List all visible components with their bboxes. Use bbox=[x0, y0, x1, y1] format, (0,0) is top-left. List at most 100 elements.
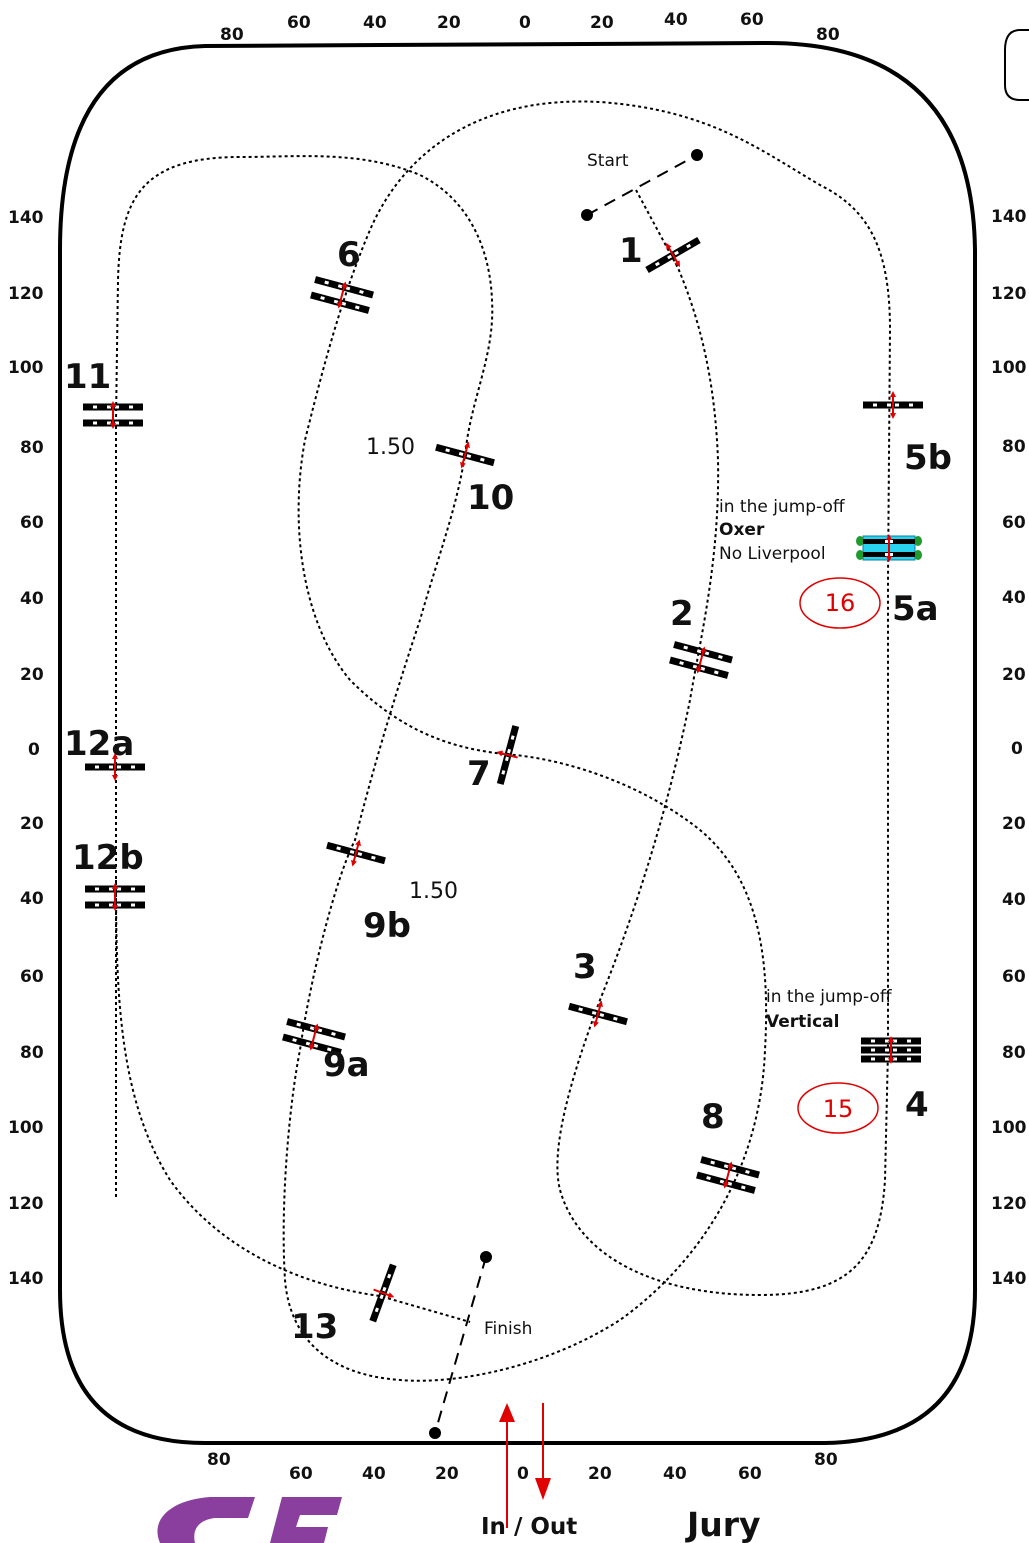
jumpoff-order-5a: 16 bbox=[799, 577, 881, 629]
route-main bbox=[115, 100, 892, 1382]
fence-5b bbox=[863, 390, 923, 420]
arena-boundary bbox=[58, 40, 977, 1445]
finish-label: Finish bbox=[484, 1319, 532, 1339]
scale-top-4: 0 bbox=[519, 13, 531, 33]
scale-bottom-5: 20 bbox=[588, 1464, 612, 1484]
scale-left-3: 80 bbox=[20, 438, 44, 458]
jump-number-3: 3 bbox=[573, 947, 597, 987]
fence-2 bbox=[668, 639, 733, 682]
route-finish bbox=[115, 879, 471, 1323]
in-out-label: In / Out bbox=[481, 1514, 577, 1540]
fence-12b bbox=[85, 882, 145, 912]
scale-bottom-2: 40 bbox=[362, 1464, 386, 1484]
scale-bottom-3: 20 bbox=[435, 1464, 459, 1484]
jump-number-4: 4 bbox=[905, 1085, 929, 1125]
fence-7 bbox=[496, 725, 520, 785]
scale-top: 80 60 40 20 0 20 40 60 80 bbox=[220, 10, 840, 45]
scale-left-0: 140 bbox=[8, 208, 44, 228]
jump-number-8: 8 bbox=[701, 1097, 725, 1137]
scale-right-10: 60 bbox=[1002, 967, 1026, 987]
scale-bottom: 80 60 40 20 0 20 40 60 80 bbox=[207, 1450, 838, 1484]
fence-1 bbox=[645, 236, 701, 274]
scale-left-2: 100 bbox=[8, 358, 44, 378]
fei-logo bbox=[157, 1497, 342, 1543]
jump-number-2: 2 bbox=[670, 594, 694, 634]
jump-number-11: 11 bbox=[64, 357, 111, 397]
fence-4 bbox=[861, 1035, 921, 1065]
scale-right-7: 0 bbox=[1011, 739, 1023, 759]
corner-box bbox=[1004, 29, 1029, 101]
jump-number-13: 13 bbox=[291, 1307, 338, 1347]
scale-left-10: 60 bbox=[20, 967, 44, 987]
scale-right-1: 120 bbox=[991, 284, 1027, 304]
scale-left-4: 60 bbox=[20, 513, 44, 533]
scale-top-5: 20 bbox=[590, 13, 614, 33]
scale-left: 140 120 100 80 60 40 20 0 20 40 60 80 10… bbox=[8, 208, 44, 1289]
jury-label: Jury bbox=[685, 1505, 761, 1543]
scale-left-11: 80 bbox=[20, 1043, 44, 1063]
jump-number-1: 1 bbox=[619, 231, 643, 271]
jumpoff-order-4: 15 bbox=[797, 1082, 879, 1134]
start-label: Start bbox=[587, 151, 629, 171]
scale-left-8: 20 bbox=[20, 814, 44, 834]
scale-right: 140 120 100 80 60 40 20 0 20 40 60 80 10… bbox=[991, 207, 1027, 1289]
scale-right-13: 120 bbox=[991, 1194, 1027, 1214]
jump-number-5b: 5b bbox=[904, 438, 952, 478]
fence-6 bbox=[309, 274, 374, 317]
finish-line: Finish bbox=[429, 1251, 532, 1439]
fence-11 bbox=[83, 400, 143, 430]
start-line: Start bbox=[581, 149, 703, 221]
scale-right-12: 100 bbox=[991, 1118, 1027, 1138]
jump-number-9a: 9a bbox=[323, 1045, 370, 1085]
fence-8 bbox=[695, 1154, 760, 1197]
jumpoff-oxer-line1: in the jump-off bbox=[719, 497, 846, 517]
jump-number-5a: 5a bbox=[892, 589, 939, 629]
jump-number-9b: 9b bbox=[363, 906, 411, 946]
jumpoff-note-vertical: in the jump-off Vertical bbox=[766, 987, 893, 1032]
scale-bottom-6: 40 bbox=[663, 1464, 687, 1484]
scale-right-6: 20 bbox=[1002, 665, 1026, 685]
scale-left-7: 0 bbox=[28, 740, 40, 760]
jumpoff-oxer-line2: Oxer bbox=[719, 520, 765, 540]
scale-top-6: 40 bbox=[664, 10, 688, 30]
scale-right-9: 40 bbox=[1002, 890, 1026, 910]
jumpoff-vertical-line2: Vertical bbox=[766, 1012, 839, 1032]
scale-bottom-1: 60 bbox=[289, 1464, 313, 1484]
fence-10 bbox=[435, 439, 495, 471]
scale-right-0: 140 bbox=[991, 207, 1027, 227]
height-label-9b: 1.50 bbox=[409, 879, 458, 904]
jumpoff-note-oxer: in the jump-off Oxer No Liverpool bbox=[719, 497, 846, 564]
jump-number-12a: 12a bbox=[64, 724, 134, 764]
scale-left-12: 100 bbox=[8, 1118, 44, 1138]
scale-right-8: 20 bbox=[1002, 814, 1026, 834]
scale-right-5: 40 bbox=[1002, 588, 1026, 608]
scale-left-6: 20 bbox=[20, 665, 44, 685]
scale-right-2: 100 bbox=[991, 358, 1027, 378]
jumpoff-vertical-line1: in the jump-off bbox=[766, 987, 893, 1007]
scale-right-14: 140 bbox=[991, 1269, 1027, 1289]
scale-top-2: 40 bbox=[363, 13, 387, 33]
jumpoff-oxer-line3: No Liverpool bbox=[719, 544, 826, 564]
scale-left-14: 140 bbox=[8, 1269, 44, 1289]
fence-3 bbox=[568, 998, 628, 1030]
riding-path bbox=[115, 100, 892, 1382]
scale-right-3: 80 bbox=[1002, 437, 1026, 457]
in-out-arrows bbox=[499, 1403, 551, 1528]
scale-bottom-8: 80 bbox=[814, 1450, 838, 1470]
height-label-10: 1.50 bbox=[366, 435, 415, 460]
scale-top-8: 80 bbox=[816, 25, 840, 45]
jump-number-10: 10 bbox=[467, 478, 514, 518]
scale-bottom-4: 0 bbox=[517, 1464, 529, 1484]
scale-left-13: 120 bbox=[8, 1194, 44, 1214]
jump-number-12b: 12b bbox=[72, 838, 144, 878]
jumpoff-order-4-text: 15 bbox=[823, 1095, 854, 1123]
jump-number-7: 7 bbox=[467, 754, 491, 794]
scale-top-7: 60 bbox=[740, 10, 764, 30]
scale-right-11: 80 bbox=[1002, 1043, 1026, 1063]
scale-left-1: 120 bbox=[8, 284, 44, 304]
jump-number-6: 6 bbox=[337, 235, 361, 275]
jumpoff-order-5a-text: 16 bbox=[825, 589, 856, 617]
scale-top-1: 60 bbox=[287, 13, 311, 33]
fence-13 bbox=[369, 1263, 397, 1323]
